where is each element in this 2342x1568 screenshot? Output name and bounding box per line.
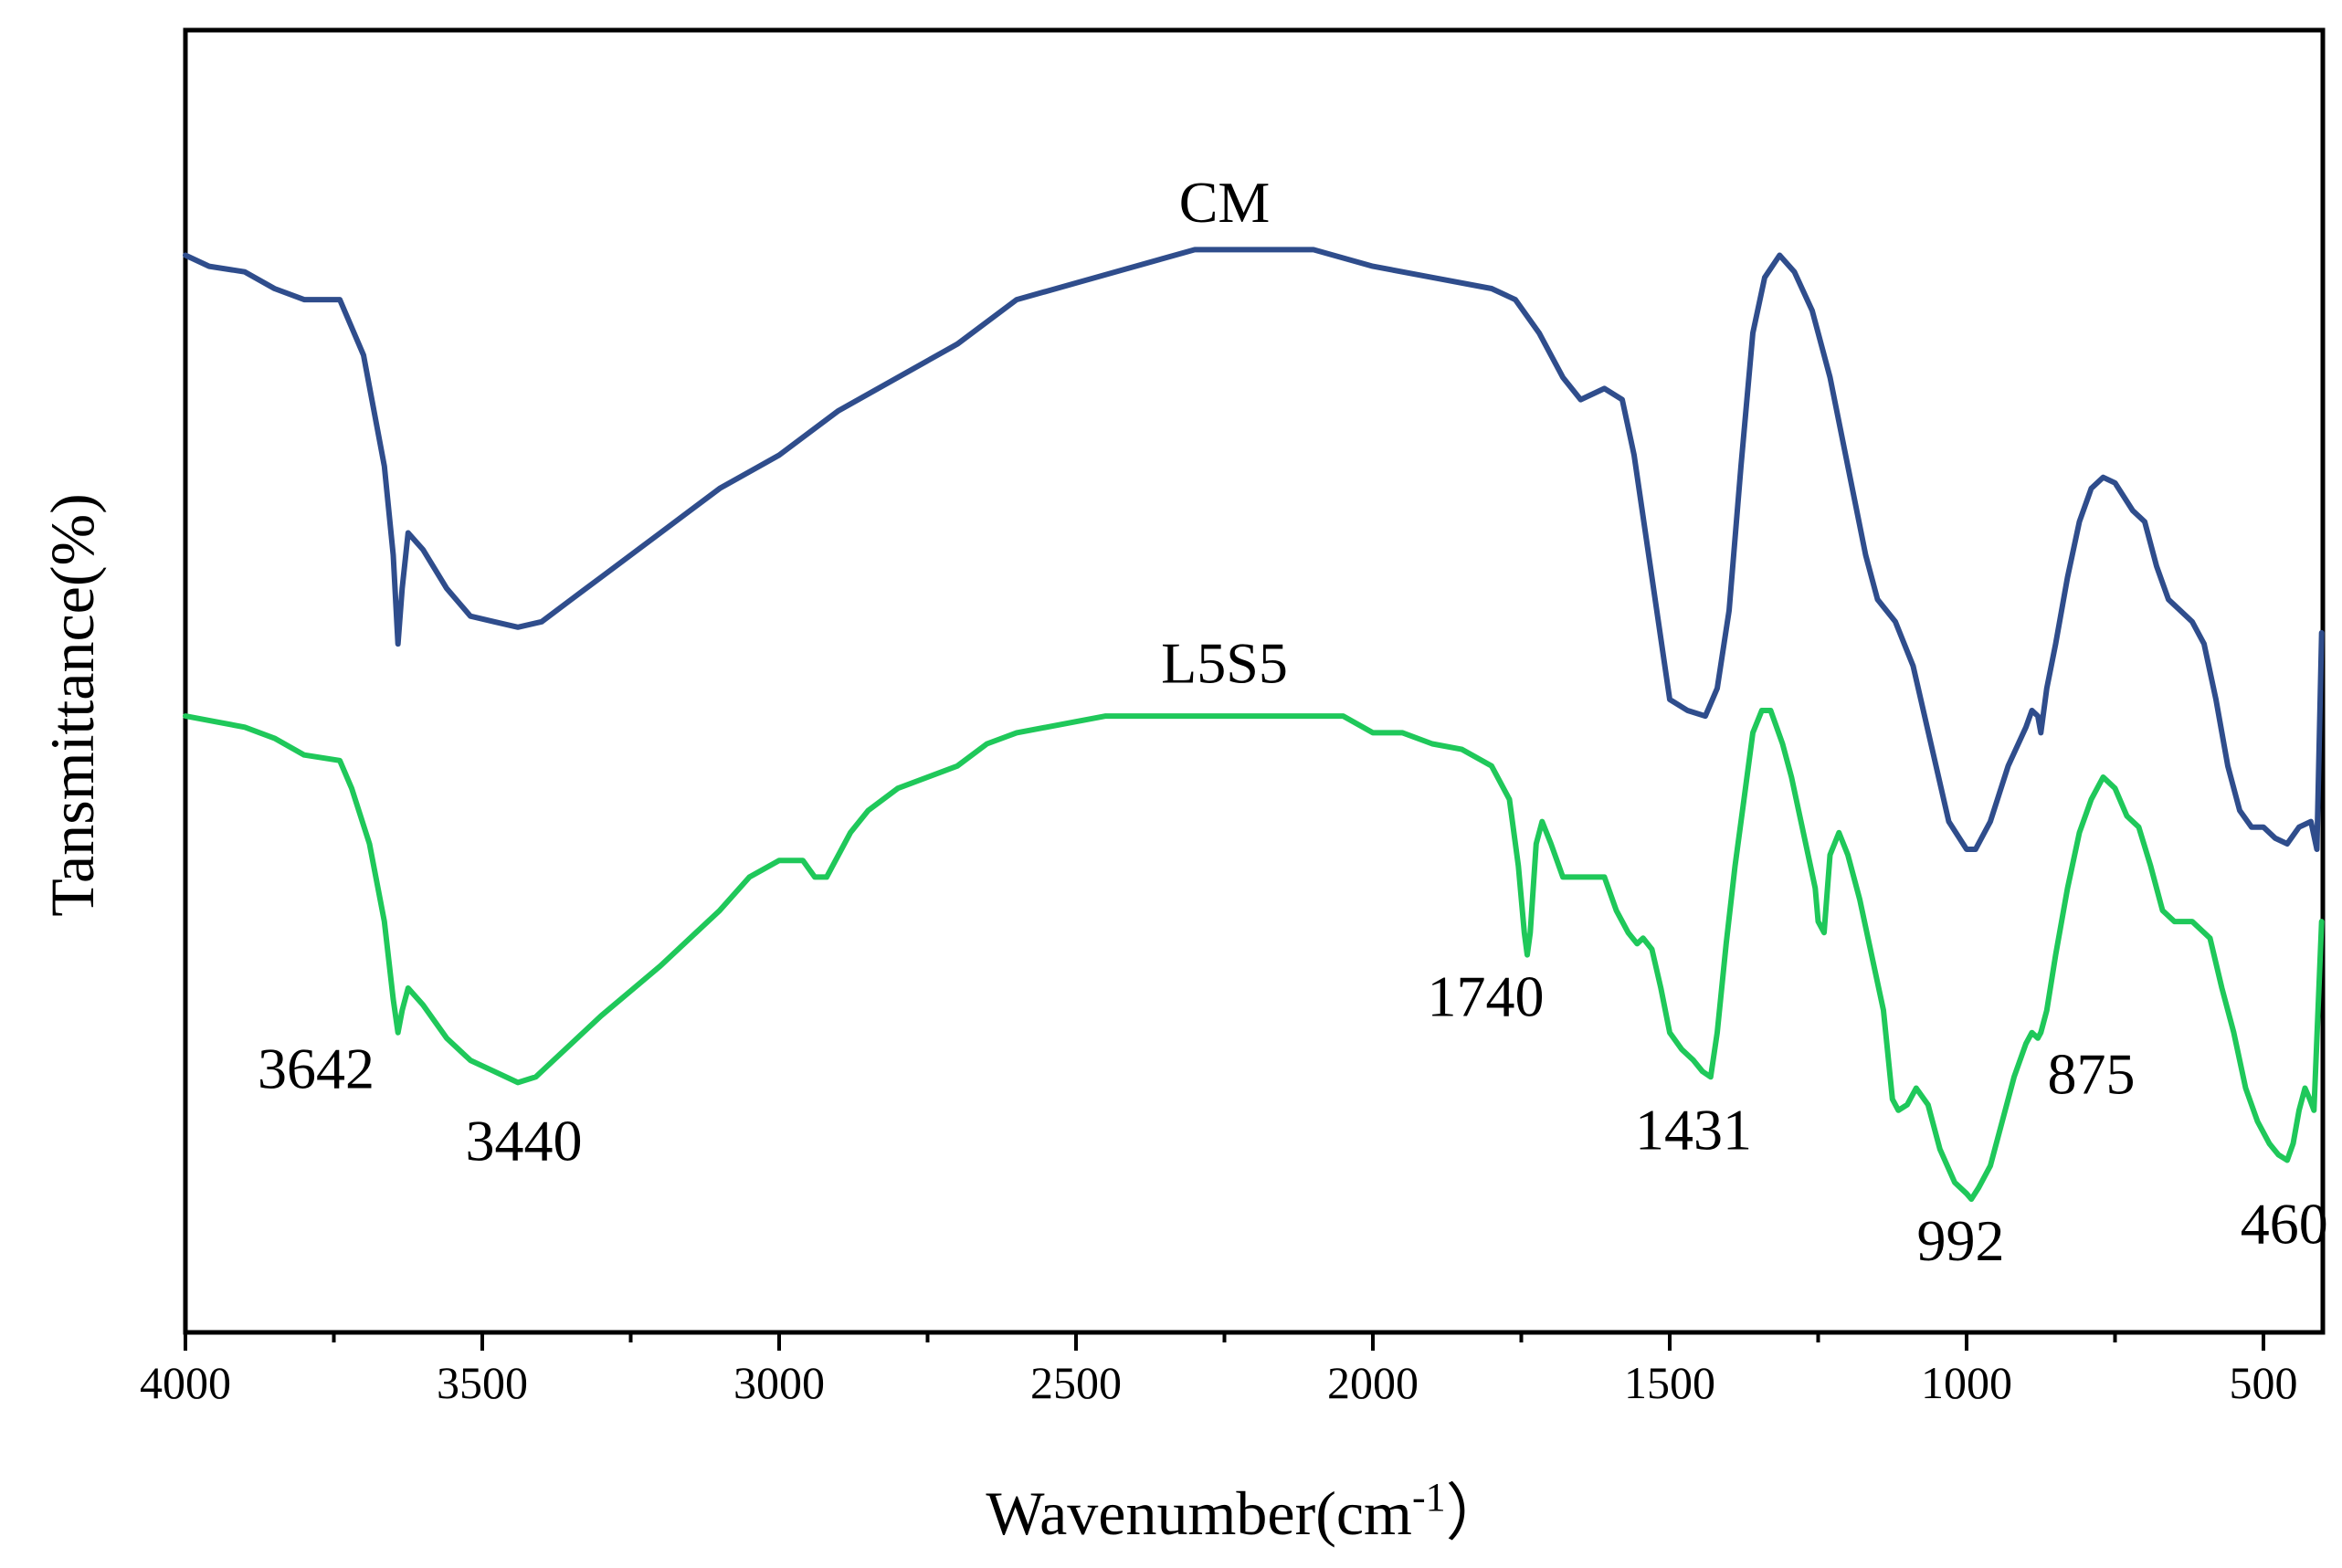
x-tick-label: 3500	[437, 1357, 528, 1408]
peak-label: 992	[1917, 1208, 2005, 1273]
peak-annotations: 3642 3440 1740 1431 992 875 460	[258, 963, 2328, 1273]
series-group	[183, 247, 2325, 1203]
peak-label: 3440	[466, 1109, 583, 1173]
y-axis-label: Tansmittance(%)	[37, 493, 107, 916]
x-axis-label-close: ）	[1446, 1479, 1508, 1548]
x-tick-labels: 4000 3500 3000 2500 2000 1500 1000 500	[140, 1357, 2298, 1408]
x-tick-label: 1500	[1624, 1357, 1715, 1408]
series-line-l5s5	[183, 708, 2325, 1203]
x-tick-label: 1000	[1921, 1357, 2012, 1408]
x-axis-label-superscript: -1	[1412, 1475, 1446, 1520]
x-tick-label: 500	[2230, 1357, 2298, 1408]
x-tick-label: 2000	[1327, 1357, 1419, 1408]
peak-label: 875	[2048, 1042, 2136, 1107]
peak-label: 1431	[1635, 1097, 1752, 1162]
x-tick-label: 4000	[140, 1357, 231, 1408]
series-label: CM	[1179, 170, 1271, 235]
x-axis-label: Wavenumber(cm-1）	[986, 1475, 1507, 1548]
series-labels: CM L5S5	[1161, 170, 1288, 696]
peak-label: 1740	[1428, 963, 1545, 1028]
series-label: L5S5	[1161, 631, 1288, 696]
series-line-cm	[183, 247, 2325, 852]
x-tick-label: 2500	[1030, 1357, 1122, 1408]
x-tick-label: 3000	[733, 1357, 825, 1408]
x-ticks	[184, 1332, 2265, 1351]
peak-label: 3642	[258, 1036, 375, 1100]
peak-label: 460	[2241, 1192, 2328, 1257]
